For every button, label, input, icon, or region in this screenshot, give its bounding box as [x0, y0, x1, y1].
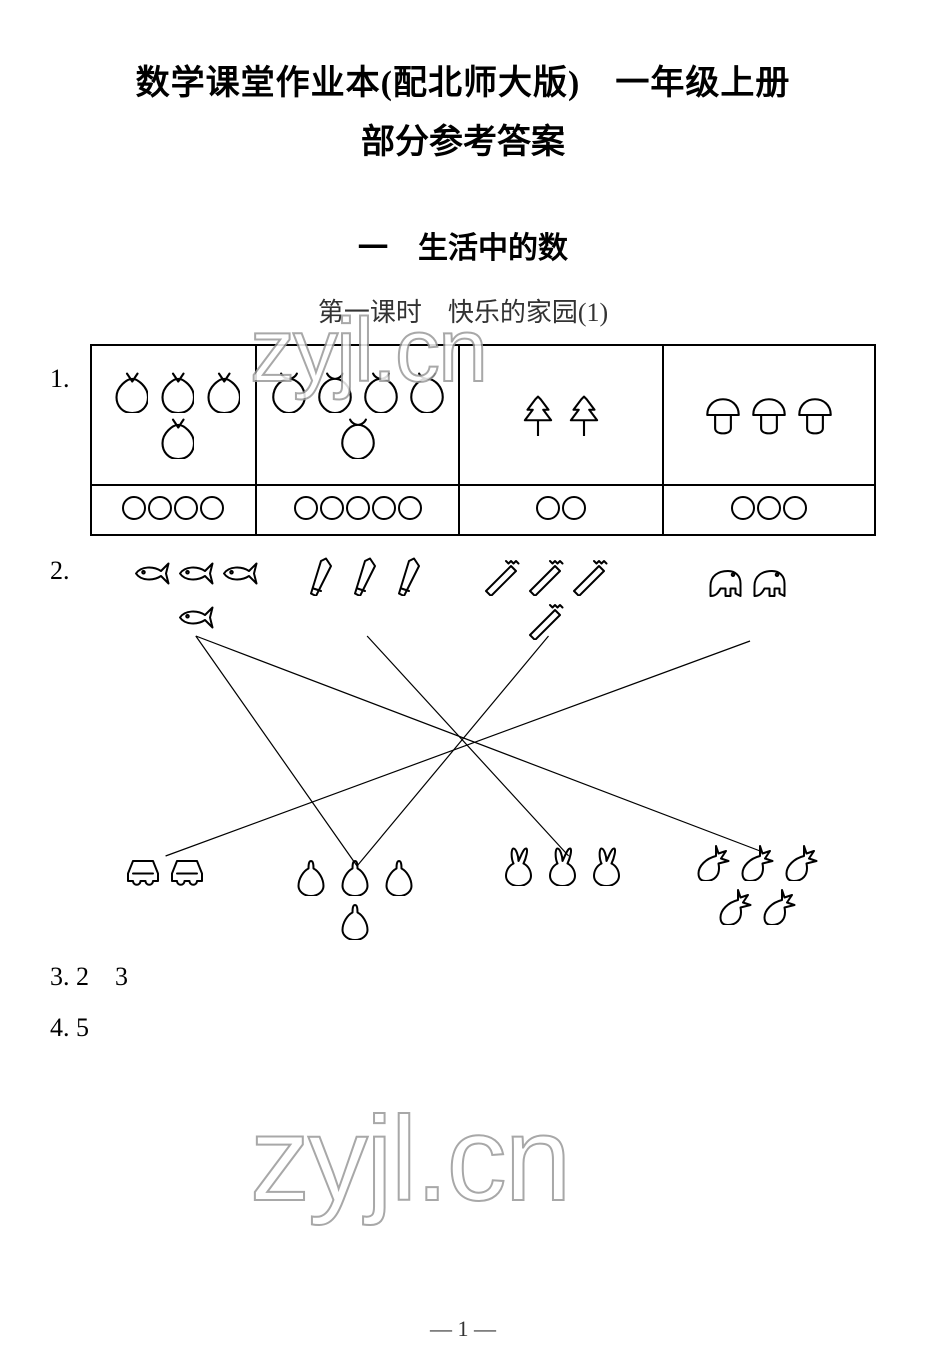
fish-icon	[175, 600, 215, 640]
q2-line	[357, 636, 548, 866]
crayon-icon	[301, 556, 341, 596]
question-4-answer: 4. 5	[50, 1013, 876, 1043]
q1-circles-onions	[91, 485, 256, 535]
q1-cell-onions	[91, 345, 256, 485]
question-2: 2.	[50, 556, 876, 936]
q2-matching-area	[90, 556, 876, 936]
page-number: — 1 —	[0, 1316, 926, 1342]
q2-line	[196, 636, 357, 866]
q2-bottom-carrots	[680, 841, 830, 925]
q1-cell-trees	[459, 345, 663, 485]
onion-icon	[152, 417, 194, 459]
fish-icon	[131, 556, 171, 596]
pear-icon	[379, 856, 419, 896]
tree-icon	[517, 394, 559, 436]
q2-line	[196, 636, 760, 851]
carrot-icon	[757, 885, 797, 925]
strawberry-icon	[406, 371, 448, 413]
fish-icon	[175, 556, 215, 596]
mushroom-icon	[794, 394, 836, 436]
q1-table	[90, 344, 876, 536]
q1-cell-mushrooms	[663, 345, 875, 485]
crayon-icon	[389, 556, 429, 596]
q1-circles-trees	[459, 485, 663, 535]
pear-icon	[335, 900, 375, 940]
toothbrush-icon	[525, 556, 565, 596]
q1-cell-strawberries	[256, 345, 460, 485]
carrot-icon	[779, 841, 819, 881]
rabbit-icon	[545, 846, 585, 886]
strawberry-icon	[268, 371, 310, 413]
doc-title-line1: 数学课堂作业本(配北师大版) 一年级上册	[50, 55, 876, 104]
carrot-icon	[691, 841, 731, 881]
toothbrush-icon	[569, 556, 609, 596]
onion-icon	[152, 371, 194, 413]
strawberry-icon	[360, 371, 402, 413]
q2-label: 2.	[50, 556, 90, 586]
q2-bottom-pears	[280, 856, 430, 940]
rabbit-icon	[501, 846, 541, 886]
mushroom-icon	[702, 394, 744, 436]
toothbrush-icon	[481, 556, 521, 596]
car-icon	[123, 846, 163, 886]
toothbrush-icon	[525, 600, 565, 640]
car-icon	[167, 846, 207, 886]
q2-top-toothbrush	[470, 556, 620, 640]
q2-top-crayons	[290, 556, 440, 596]
q1-circles-strawberries	[256, 485, 460, 535]
question-3-answer: 3. 2 3	[50, 956, 876, 993]
elephant-icon	[703, 561, 743, 601]
strawberry-icon	[337, 417, 379, 459]
q1-label: 1.	[50, 344, 90, 394]
strawberry-icon	[314, 371, 356, 413]
mushroom-icon	[748, 394, 790, 436]
pear-icon	[291, 856, 331, 896]
elephant-icon	[747, 561, 787, 601]
q1-circles-mushrooms	[663, 485, 875, 535]
q2-bottom-rabbits	[490, 846, 640, 886]
q2-top-elephants	[670, 561, 820, 601]
crayon-icon	[345, 556, 385, 596]
q2-bottom-cars	[90, 846, 240, 886]
chapter-title: 一 生活中的数	[50, 223, 876, 267]
q2-line	[367, 636, 569, 856]
watermark-bottom: zyjl.cn	[250, 1090, 569, 1228]
onion-icon	[198, 371, 240, 413]
carrot-icon	[713, 885, 753, 925]
carrot-icon	[735, 841, 775, 881]
pear-icon	[335, 856, 375, 896]
tree-icon	[563, 394, 605, 436]
onion-icon	[106, 371, 148, 413]
rabbit-icon	[589, 846, 629, 886]
q2-top-fish	[120, 556, 270, 640]
doc-title-line2: 部分参考答案	[50, 114, 876, 163]
lesson-title: 第一课时 快乐的家园(1)	[50, 292, 876, 329]
fish-icon	[219, 556, 259, 596]
q2-line	[166, 641, 750, 856]
question-1: 1.	[50, 344, 876, 536]
